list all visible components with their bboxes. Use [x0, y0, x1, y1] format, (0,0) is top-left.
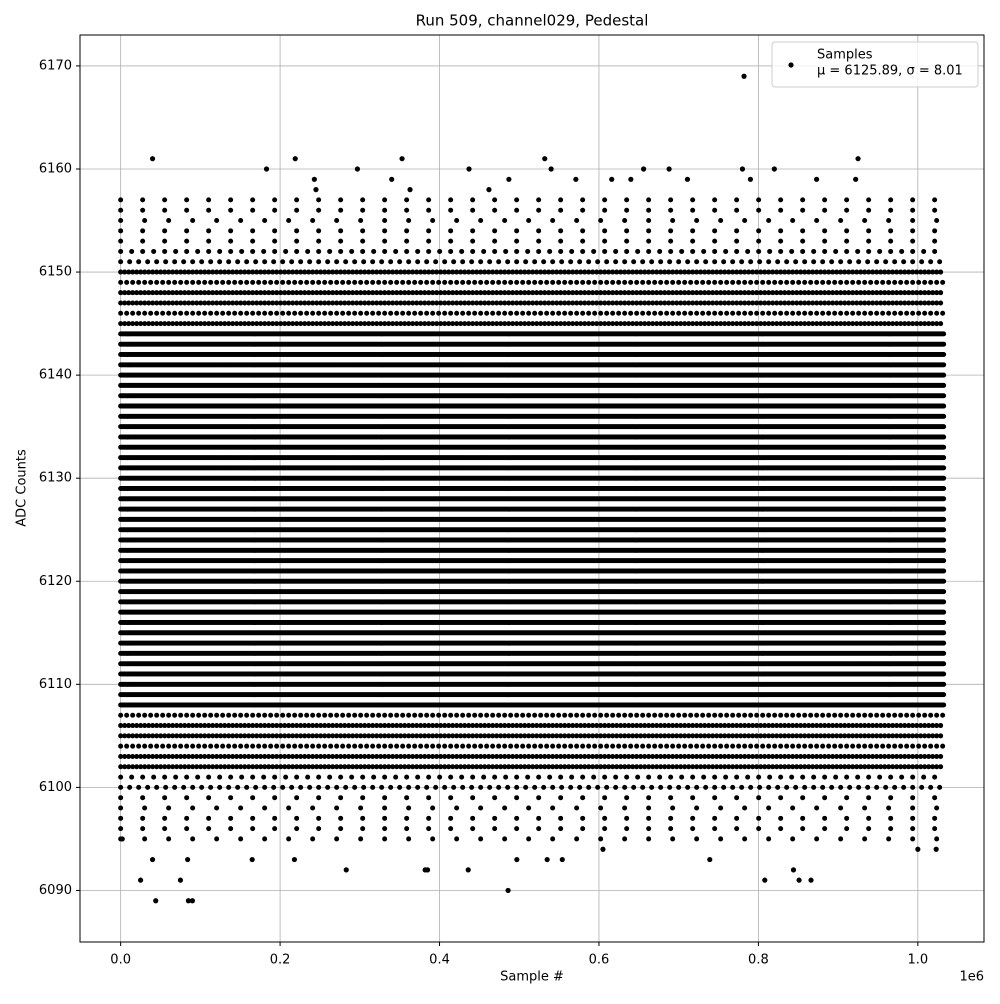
sample-point: [548, 166, 554, 172]
sample-point: [771, 166, 777, 172]
x-tick-label: 0.4: [429, 953, 450, 968]
sample-point: [684, 176, 691, 182]
sample-point: [137, 877, 144, 883]
y-tick-label: 6110: [39, 677, 72, 692]
y-tick-label: 6120: [39, 574, 72, 589]
sample-point: [177, 877, 184, 883]
sample-point: [313, 187, 319, 193]
sample-point: [249, 856, 255, 863]
sample-point: [808, 877, 814, 883]
sample-point: [465, 867, 471, 873]
y-tick-label: 6160: [39, 161, 72, 176]
x-tick-label: 0.6: [589, 953, 610, 968]
sample-point: [185, 856, 191, 863]
y-tick-label: 6140: [39, 368, 72, 383]
sample-point: [292, 156, 298, 162]
sample-point: [813, 176, 820, 182]
sample-point: [855, 156, 861, 162]
sample-point: [514, 856, 520, 863]
x-axis-label: Sample #: [500, 970, 564, 985]
x-tick-label: 0.8: [748, 953, 769, 968]
sample-point: [628, 176, 634, 182]
sample-point: [762, 877, 768, 883]
sample-point: [544, 856, 550, 863]
sample-point: [424, 867, 431, 873]
sample-point: [853, 176, 859, 182]
sample-point: [790, 867, 797, 873]
sample-point: [506, 176, 512, 182]
y-tick-label: 6090: [39, 883, 72, 898]
legend-box: [771, 41, 979, 88]
x-tick-label: 0.2: [270, 953, 291, 968]
x-offset-label: 1e6: [959, 970, 984, 985]
sample-point: [399, 156, 405, 162]
sample-point: [915, 846, 921, 852]
sample-point: [119, 836, 125, 842]
sample-point: [933, 846, 939, 852]
sample-point: [311, 176, 317, 182]
y-axis-label: ADC Counts: [15, 449, 30, 527]
sample-point: [153, 898, 159, 904]
sample-point: [796, 877, 802, 883]
sample-point: [741, 73, 747, 79]
sample-point: [542, 156, 548, 162]
sample-point: [185, 898, 192, 904]
sample-point: [263, 166, 270, 172]
sample-point: [466, 166, 472, 172]
y-tick-label: 6130: [39, 471, 72, 486]
sample-point: [573, 176, 579, 182]
sample-point: [747, 176, 754, 182]
sample-point: [389, 176, 395, 182]
legend-marker: [788, 62, 794, 68]
x-tick-label: 0.0: [110, 953, 131, 968]
sample-point: [666, 166, 672, 172]
y-tick-label: 6150: [39, 265, 72, 280]
sample-point: [343, 867, 349, 873]
sample-point: [486, 187, 492, 193]
sample-point: [641, 166, 647, 172]
sample-point: [559, 856, 565, 863]
legend-label: Samples: [817, 48, 873, 63]
sample-point: [609, 176, 615, 182]
sample-point: [505, 887, 511, 894]
sample-point: [407, 187, 413, 193]
x-tick-label: 1.0: [907, 953, 928, 968]
sample-point: [291, 856, 298, 863]
sample-point: [149, 156, 156, 162]
sample-point: [739, 166, 746, 172]
legend-note: μ = 6125.89, σ = 8.01: [817, 64, 963, 79]
y-tick-label: 6170: [39, 58, 72, 73]
chart-title: Run 509, channel029, Pedestal: [416, 12, 649, 30]
sample-point: [354, 166, 361, 172]
sample-point: [600, 846, 606, 852]
sample-point: [189, 898, 196, 904]
sample-point: [149, 856, 156, 863]
plot-frame: [79, 34, 985, 943]
y-tick-label: 6100: [39, 780, 72, 795]
sample-point: [707, 856, 713, 863]
